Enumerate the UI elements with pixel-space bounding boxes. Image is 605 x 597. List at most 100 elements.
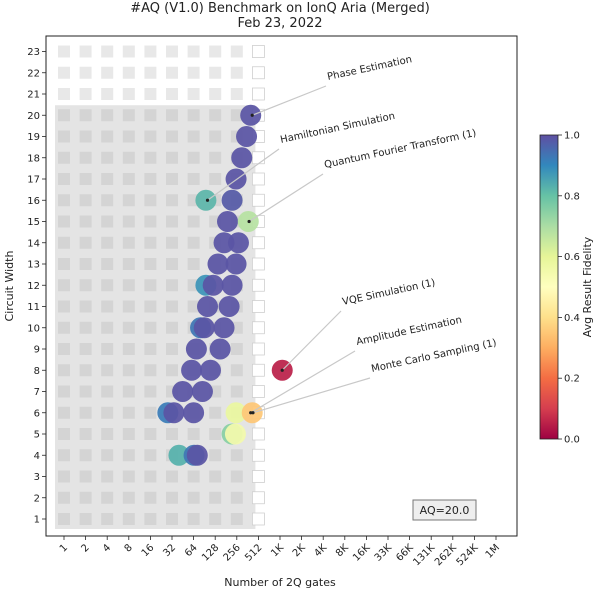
grid-cell xyxy=(58,470,70,483)
grid-cell xyxy=(187,66,200,79)
grid-cell xyxy=(58,194,70,207)
grid-cell xyxy=(251,87,265,101)
grid-cell xyxy=(187,130,200,143)
grid-cell xyxy=(230,470,243,483)
grid-cell xyxy=(58,173,70,185)
grid-cell xyxy=(166,491,178,504)
grid-cell xyxy=(58,258,70,270)
grid-cell xyxy=(187,215,200,228)
grid-cell xyxy=(79,364,92,377)
grid-cell xyxy=(144,300,157,313)
annotation-line xyxy=(252,85,327,116)
grid-cell xyxy=(101,258,114,270)
grid-cell xyxy=(122,300,135,313)
x-tick-label: 2K xyxy=(291,542,308,559)
grid-cell xyxy=(230,513,243,525)
grid-cell xyxy=(144,151,157,164)
annotation-dot xyxy=(249,411,253,415)
grid-cell xyxy=(187,45,200,58)
grid-cell xyxy=(187,258,200,270)
y-tick-label: 22 xyxy=(27,68,40,79)
grid-cell xyxy=(101,173,114,185)
x-tick-label: 1 xyxy=(58,542,70,554)
grid-cell xyxy=(79,343,92,355)
grid-cell xyxy=(58,428,70,440)
grid-cell xyxy=(209,109,222,122)
grid-cell xyxy=(79,491,92,504)
grid-cell xyxy=(101,236,114,249)
colorbar: 0.0 0.2 0.4 0.6 0.8 1.0 Avg Result Fidelity xyxy=(539,131,594,446)
grid-cell xyxy=(122,406,135,419)
grid-cell xyxy=(122,109,135,122)
x-tick-label: 4K xyxy=(312,542,329,559)
y-tick-label: 1 xyxy=(34,515,40,526)
grid-cell xyxy=(187,151,200,164)
grid-cell xyxy=(79,45,92,58)
x-ticks: 1 2 4 8 16 32 64 128 256 512 1K 2K 4K 8K 16K 33K 66K131K… xyxy=(58,536,502,568)
grid-cell xyxy=(230,66,243,79)
y-tick-label: 4 xyxy=(34,451,40,462)
grid-cell xyxy=(79,66,92,79)
x-tick-label: 16 xyxy=(140,542,157,559)
grid-cell xyxy=(79,258,92,270)
grid-cell xyxy=(122,258,135,270)
data-point xyxy=(199,359,221,381)
grid-cell xyxy=(122,66,135,79)
annotation-dot xyxy=(205,198,210,202)
grid-cell xyxy=(101,109,114,122)
grid-cell xyxy=(144,130,157,143)
grid-cell xyxy=(230,449,243,462)
grid-cell xyxy=(122,279,135,292)
grid-cell xyxy=(144,449,157,462)
aq-box: AQ=20.0 xyxy=(412,499,477,521)
grid-cell xyxy=(187,173,200,185)
grid-cell xyxy=(187,428,200,440)
data-point xyxy=(181,359,203,381)
grid-cell xyxy=(101,279,114,292)
data-point xyxy=(191,381,213,402)
grid-cell xyxy=(79,513,92,525)
y-tick-label: 8 xyxy=(34,366,40,377)
grid-cell xyxy=(122,151,135,164)
grid-cell xyxy=(251,172,265,186)
grid-cell xyxy=(101,66,114,79)
grid-cell xyxy=(101,194,114,207)
data-point xyxy=(172,381,194,402)
grid-cell xyxy=(251,236,265,250)
grid-cell xyxy=(209,88,222,100)
grid-cell xyxy=(79,109,92,122)
grid-cell xyxy=(166,236,178,249)
grid-cell xyxy=(144,428,157,440)
data-point xyxy=(163,402,185,424)
grid-cell xyxy=(58,449,70,462)
grid-cell xyxy=(209,428,222,440)
grid-cell xyxy=(122,236,135,249)
grid-cell xyxy=(166,151,178,164)
x-axis-label: Number of 2Q gates xyxy=(224,576,336,589)
grid-cell xyxy=(166,321,178,334)
grid-cell xyxy=(251,151,265,165)
y-tick-label: 11 xyxy=(27,302,40,313)
grid-cell xyxy=(166,130,178,143)
grid-cell xyxy=(122,45,135,58)
y-tick-label: 6 xyxy=(34,408,40,419)
grid-cell xyxy=(101,343,114,355)
grid-cell xyxy=(79,173,92,185)
grid-cell xyxy=(122,385,135,398)
grid-cell xyxy=(79,428,92,440)
data-point xyxy=(236,126,258,147)
grid-cell xyxy=(230,491,243,504)
grid-cell xyxy=(58,151,70,164)
grid-cell xyxy=(58,45,70,58)
grid-cell xyxy=(166,109,178,122)
y-tick-label: 12 xyxy=(27,281,40,292)
grid-cell xyxy=(230,385,243,398)
data-point xyxy=(225,402,247,424)
grid-cell xyxy=(79,151,92,164)
x-tick-label: 8K xyxy=(334,542,351,559)
data-points xyxy=(157,104,293,466)
data-point xyxy=(185,338,207,360)
y-tick-label: 13 xyxy=(27,260,40,271)
y-tick-label: 20 xyxy=(27,111,40,122)
